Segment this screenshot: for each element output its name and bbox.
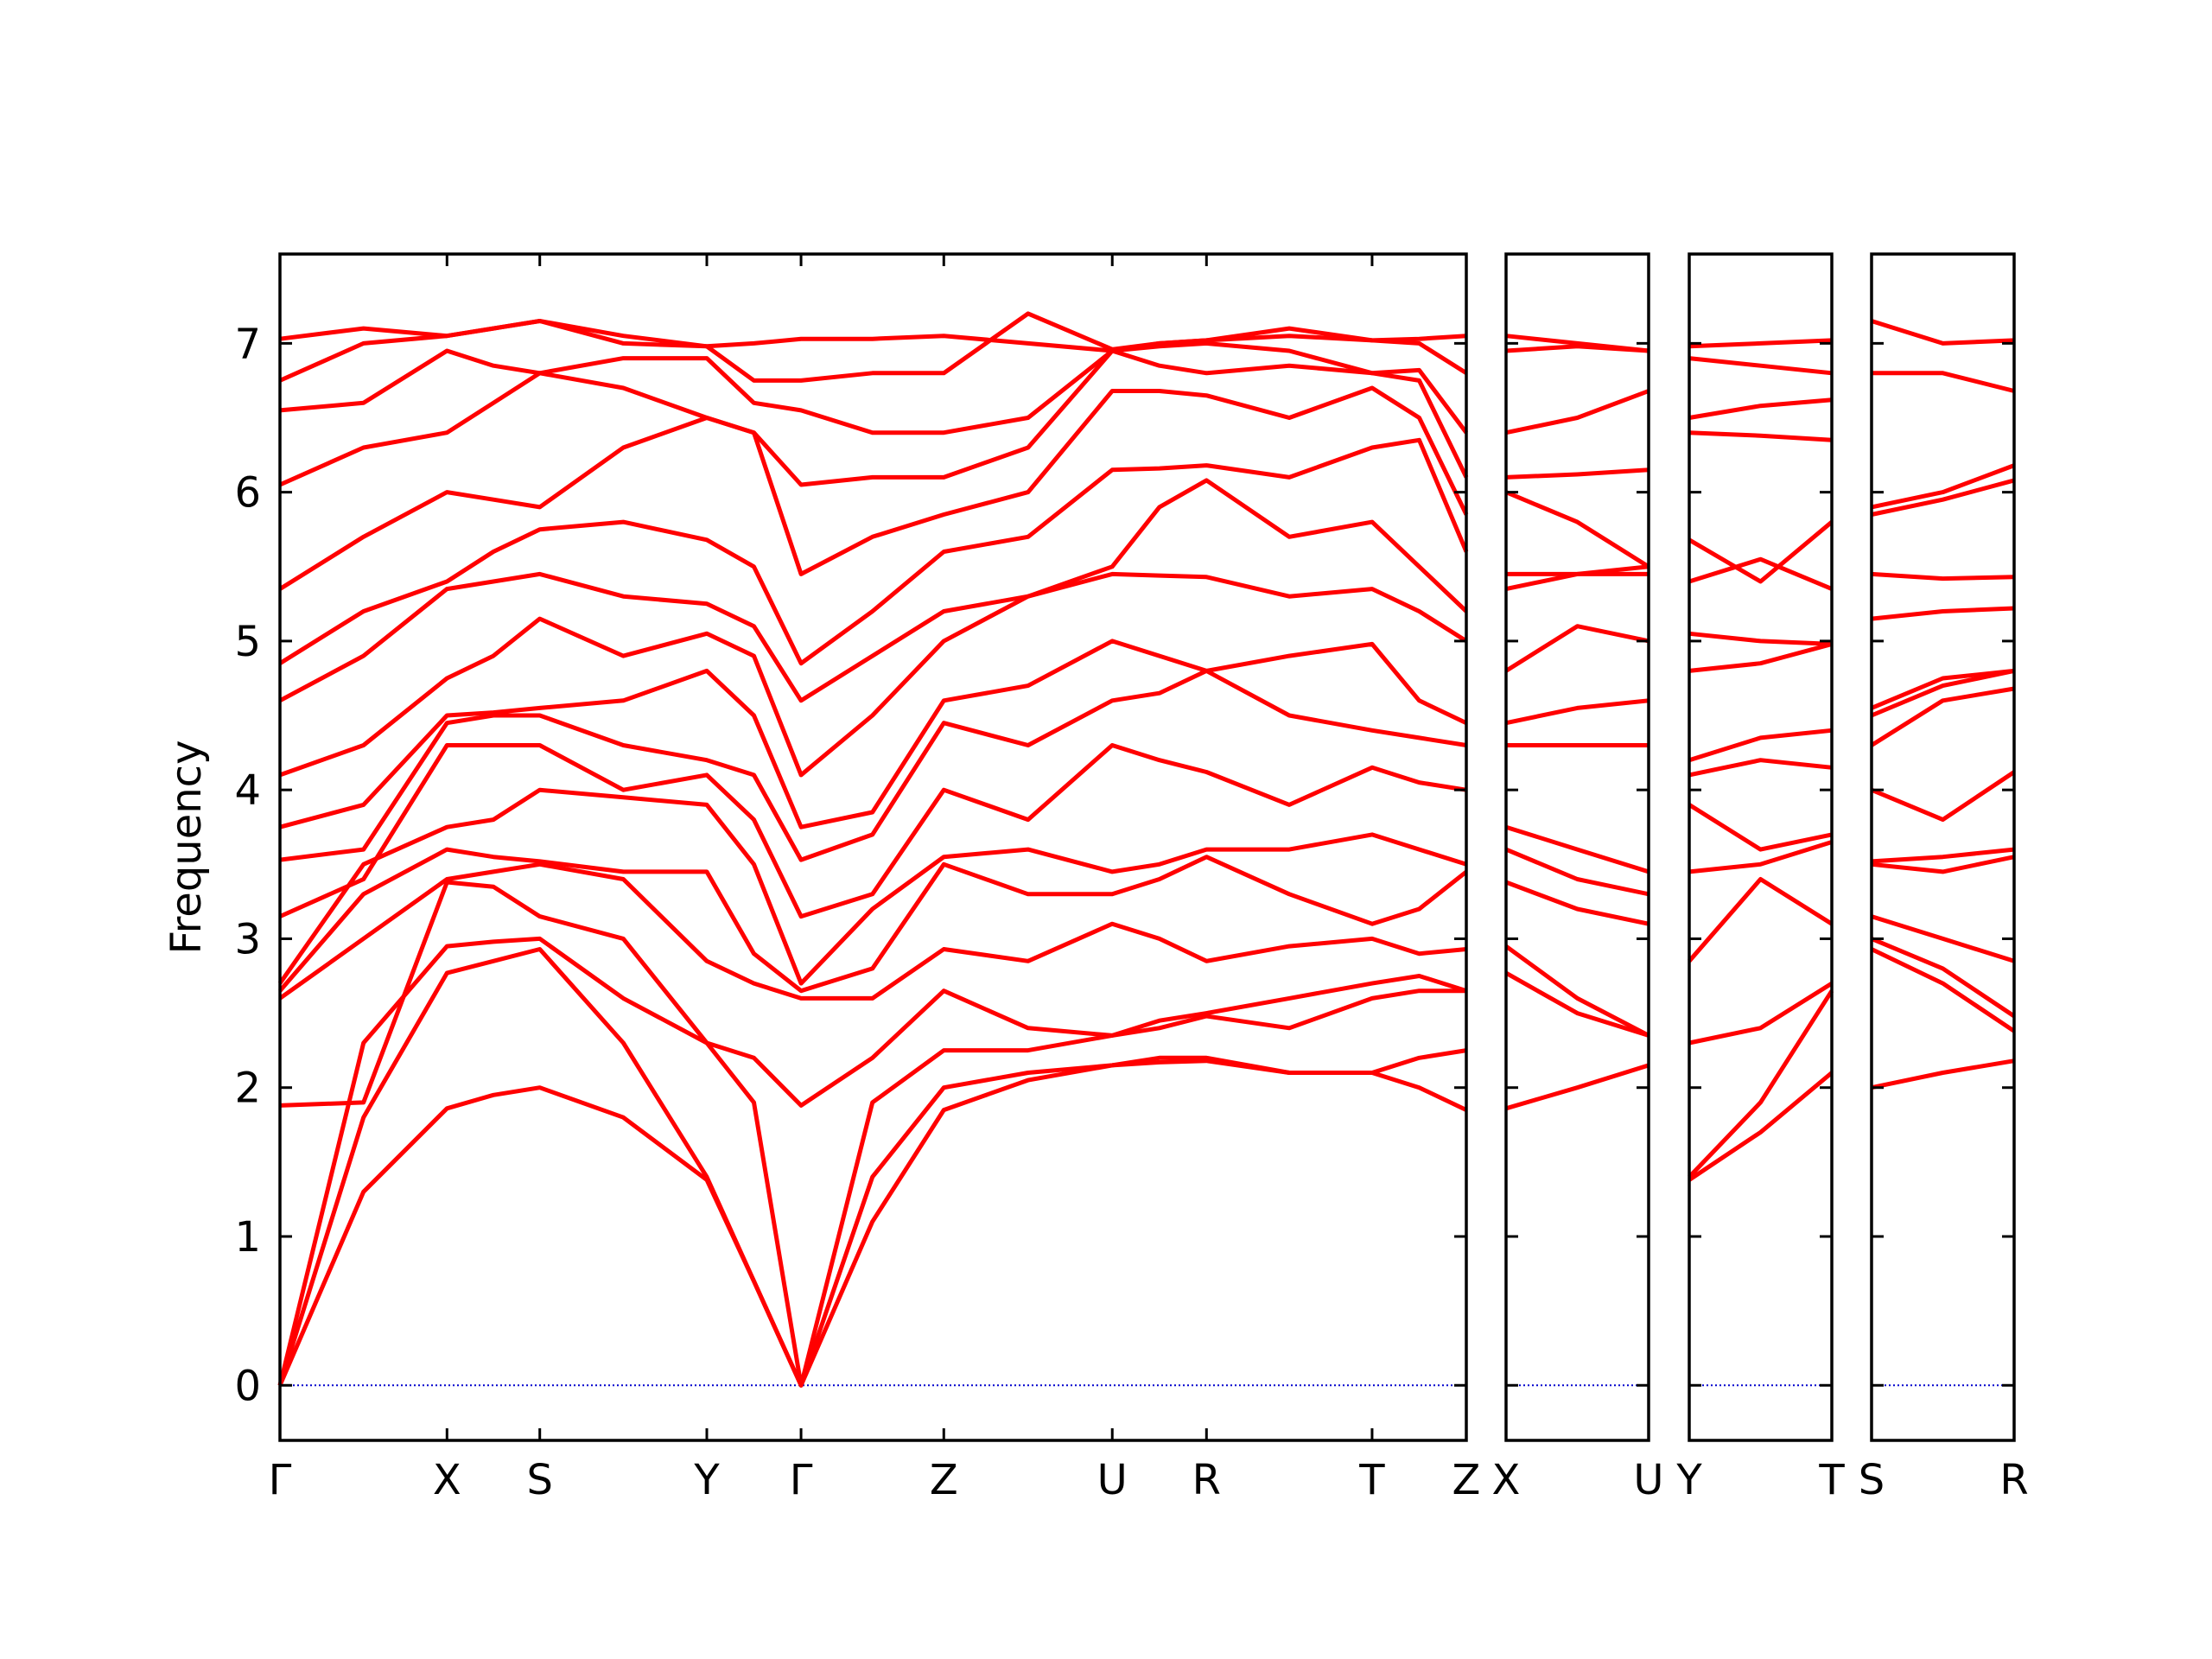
phonon-band: [1504, 970, 1649, 1038]
phonon-band: [1505, 698, 1649, 726]
phonon-band: [277, 947, 1467, 1388]
phonon-band: [1505, 824, 1649, 874]
phonon-band: [279, 880, 1467, 1108]
phonon-band: [1871, 855, 2015, 874]
phonon-band: [1871, 847, 2015, 864]
phonon-band: [1505, 571, 1649, 592]
phonon-band: [1688, 981, 1834, 1046]
phonon-band: [279, 319, 1467, 353]
phonon-band: [277, 1058, 1468, 1388]
phonon-band: [1688, 338, 1833, 349]
phonon-band: [1871, 606, 2015, 621]
phonon-band: [1870, 686, 2015, 747]
phonon-band: [1871, 668, 2015, 718]
phonon-band: [1504, 944, 1650, 1038]
phonon-band: [1871, 937, 2016, 1019]
phonon-band: [1688, 430, 1833, 442]
phonon-band: [278, 348, 1469, 487]
phonon-band: [1505, 880, 1649, 926]
phonon-band: [1688, 840, 1833, 874]
phonon-band: [1688, 758, 1833, 778]
y-tick-label: 1: [234, 1213, 261, 1262]
phonon-band: [1871, 668, 2015, 710]
y-tick-label: 5: [234, 618, 261, 666]
phonon-band: [1871, 1058, 2015, 1090]
phonon-band: [278, 311, 1468, 383]
panel-frame: [278, 252, 1468, 1442]
phonon-band: [1505, 1063, 1649, 1111]
phonon-band: [1688, 1071, 1834, 1182]
phonon-band: [278, 478, 1468, 703]
x-tick-label: Γ: [269, 1456, 292, 1504]
phonon-band: [279, 668, 1467, 862]
y-tick-label: 4: [234, 766, 261, 815]
phonon-band: [1871, 770, 2016, 823]
x-tick-label: R: [1999, 1456, 2028, 1504]
phonon-band: [277, 787, 1467, 986]
phonon-band: [278, 385, 1469, 591]
phonon-band: [1872, 371, 2015, 393]
phonon-band: [279, 340, 1468, 435]
phonon-band: [1688, 631, 1833, 646]
phonon-band: [1505, 467, 1649, 480]
panel-frame: [1504, 252, 1650, 1442]
phonon-band: [1870, 947, 2016, 1033]
x-tick-label: T: [1818, 1456, 1845, 1504]
phonon-band: [279, 639, 1468, 830]
x-tick-label: U: [1633, 1456, 1663, 1504]
phonon-band: [1871, 319, 2015, 346]
panel-frame: [1688, 252, 1834, 1442]
y-tick-label: 3: [234, 915, 261, 963]
phonon-band: [1505, 389, 1649, 435]
phonon-band: [278, 743, 1467, 919]
phonon-band: [1871, 571, 2015, 582]
x-tick-label: U: [1097, 1456, 1128, 1504]
y-tick-label: 2: [234, 1065, 261, 1113]
phonon-band: [1871, 463, 2015, 510]
phonon-band: [1871, 914, 2015, 963]
panel-frame: [1870, 252, 2016, 1442]
phonon-band: [1688, 728, 1833, 763]
x-tick-label: X: [433, 1456, 461, 1504]
y-axis-label: Frequency: [162, 741, 211, 955]
x-tick-label: S: [1859, 1456, 1885, 1504]
phonon-band: [1505, 490, 1650, 569]
x-tick-label: S: [526, 1456, 552, 1504]
phonon-band: [278, 437, 1469, 666]
x-tick-label: Y: [1675, 1456, 1702, 1504]
phonon-band: [1506, 564, 1649, 576]
phonon-band: [1688, 556, 1833, 591]
x-tick-label: X: [1492, 1456, 1521, 1504]
x-tick-label: Z: [1452, 1456, 1481, 1504]
y-tick-label: 6: [234, 469, 261, 518]
phonon-band: [1688, 989, 1834, 1179]
x-tick-label: Γ: [790, 1456, 813, 1504]
phonon-band: [277, 936, 1466, 1388]
phonon-band: [1688, 877, 1834, 963]
phonon-band: [1505, 847, 1649, 897]
phonon-band: [1688, 520, 1834, 584]
phonon-band: [1688, 803, 1833, 852]
x-tick-label: Z: [930, 1456, 958, 1504]
y-tick-label: 0: [234, 1362, 261, 1410]
x-tick-label: R: [1192, 1456, 1221, 1504]
phonon-band: [1688, 397, 1833, 420]
x-tick-label: T: [1358, 1456, 1385, 1504]
phonon-band: [1688, 356, 1833, 376]
phonon-band: [278, 861, 1467, 1001]
phonon-band: [1505, 334, 1649, 353]
phonon-band: [278, 847, 1468, 994]
phonon-band: [1871, 478, 2015, 517]
phonon-band: [1688, 641, 1833, 673]
y-tick-label: 7: [234, 320, 261, 368]
phonon-band: [1504, 624, 1649, 673]
x-tick-label: Y: [693, 1456, 720, 1504]
phonon-band: [279, 571, 1468, 778]
